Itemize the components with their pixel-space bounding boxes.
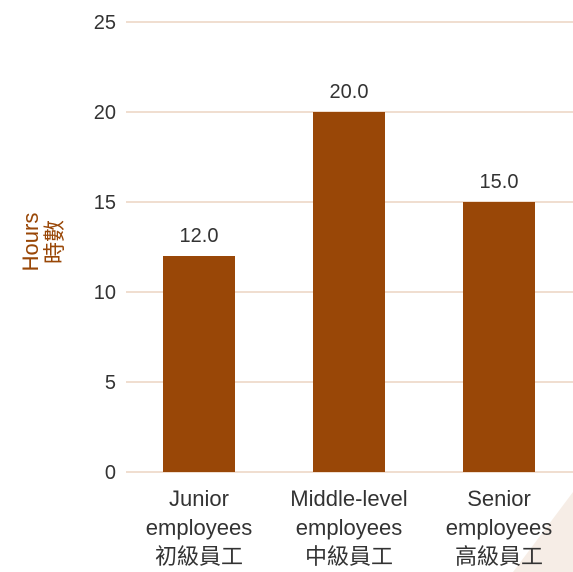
y-tick-label: 25 xyxy=(94,12,116,34)
x-tick-label: Junior xyxy=(169,486,229,511)
data-label: 20.0 xyxy=(330,81,369,103)
bar xyxy=(463,202,535,472)
y-axis-label-line: 時數 xyxy=(42,220,67,264)
y-axis-label: Hours 時數 xyxy=(18,213,67,272)
y-tick-label: 5 xyxy=(105,372,116,394)
bar xyxy=(163,256,235,472)
x-tick-label: employees xyxy=(296,515,402,540)
corner-decoration xyxy=(513,492,573,572)
data-label: 12.0 xyxy=(180,225,219,247)
x-tick-label: Middle-level xyxy=(290,486,407,511)
y-tick-label: 15 xyxy=(94,192,116,214)
data-label: 15.0 xyxy=(480,171,519,193)
y-tick-label: 20 xyxy=(94,102,116,124)
x-tick-label: 高級員工 xyxy=(455,544,543,569)
x-tick-label: Senior xyxy=(467,486,531,511)
x-tick-label: employees xyxy=(446,515,552,540)
y-axis-label-line: Hours xyxy=(18,213,43,272)
y-tick-label: 10 xyxy=(94,282,116,304)
bar xyxy=(313,112,385,472)
x-tick-label: 初級員工 xyxy=(155,544,243,569)
x-tick-label: employees xyxy=(146,515,252,540)
y-tick-label: 0 xyxy=(105,462,116,484)
x-tick-label: 中級員工 xyxy=(305,544,393,569)
